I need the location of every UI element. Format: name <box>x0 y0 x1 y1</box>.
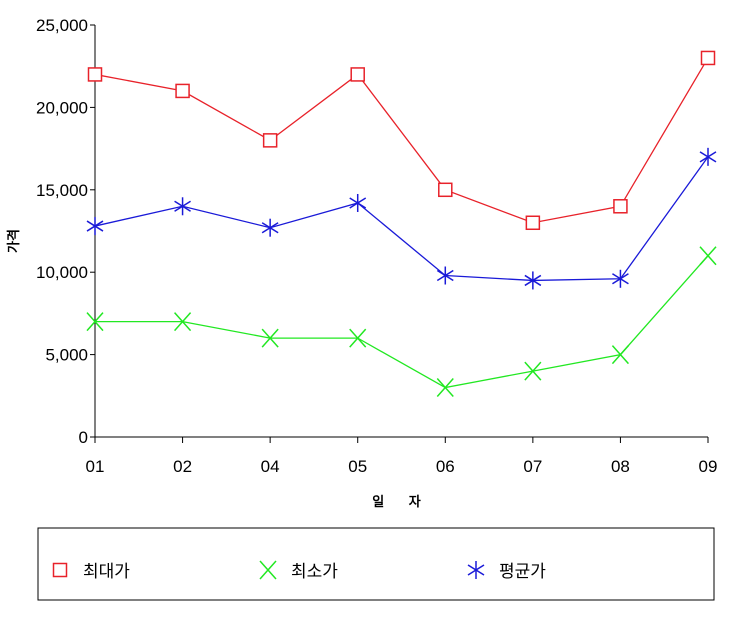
data-point <box>175 83 190 99</box>
data-point <box>524 361 542 381</box>
legend-item: 평균가 <box>467 561 546 582</box>
data-point <box>174 197 191 216</box>
data-point <box>436 266 454 285</box>
x-tick-label: 04 <box>261 457 280 476</box>
data-point <box>613 199 628 214</box>
legend-box <box>37 527 715 601</box>
series-line <box>95 255 709 389</box>
x-tick-label: 02 <box>173 457 192 476</box>
x-axis-title: 일 자 <box>372 495 430 510</box>
data-point <box>612 269 629 288</box>
data-point <box>524 271 542 290</box>
series-line <box>94 156 709 282</box>
data-point <box>87 67 103 82</box>
x-tick-label: 06 <box>436 457 455 476</box>
data-point <box>349 328 367 348</box>
data-point <box>525 215 541 231</box>
legend-marker <box>52 562 68 578</box>
legend-marker <box>259 560 277 580</box>
data-point <box>349 193 367 212</box>
data-point <box>86 312 104 332</box>
legend-item: 최대가 <box>52 562 130 582</box>
legend-item: 최소가 <box>259 560 338 582</box>
x-tick-label: 01 <box>86 457 105 476</box>
y-axis: 0 5,000 10,000 15,000 20,000 25,000 <box>36 16 96 447</box>
series-layer <box>86 50 717 398</box>
data-point <box>350 67 365 82</box>
data-point <box>438 182 453 198</box>
x-tick-label: 08 <box>611 457 630 476</box>
data-point <box>261 328 279 348</box>
x-axis: 01 02 04 05 06 07 08 09 <box>86 436 718 476</box>
legend-label: 최소가 <box>291 562 338 582</box>
x-tick-label: 09 <box>699 457 718 476</box>
y-tick-label: 5,000 <box>45 346 88 365</box>
y-tick-label: 25,000 <box>36 16 88 35</box>
data-point <box>174 312 192 332</box>
x-tick-label: 05 <box>348 457 367 476</box>
legend-marker <box>467 561 485 579</box>
legend: 최대가 최소가 평균가 <box>37 527 715 601</box>
legend-label: 최대가 <box>83 562 130 582</box>
y-tick-label: 20,000 <box>36 98 88 117</box>
series-line <box>94 57 709 224</box>
data-point <box>700 50 716 66</box>
y-tick-label: 10,000 <box>36 263 88 282</box>
x-tick-label: 07 <box>523 457 542 476</box>
y-tick-label: 0 <box>79 428 88 447</box>
y-axis-title: 가격 <box>7 229 22 253</box>
data-point <box>262 133 278 148</box>
data-point <box>611 345 629 365</box>
legend-label: 평균가 <box>499 562 546 582</box>
data-point <box>699 246 717 266</box>
data-point <box>261 218 279 237</box>
data-point <box>436 378 454 398</box>
y-tick-label: 15,000 <box>36 181 88 200</box>
data-point <box>699 147 717 166</box>
data-point <box>86 217 104 236</box>
